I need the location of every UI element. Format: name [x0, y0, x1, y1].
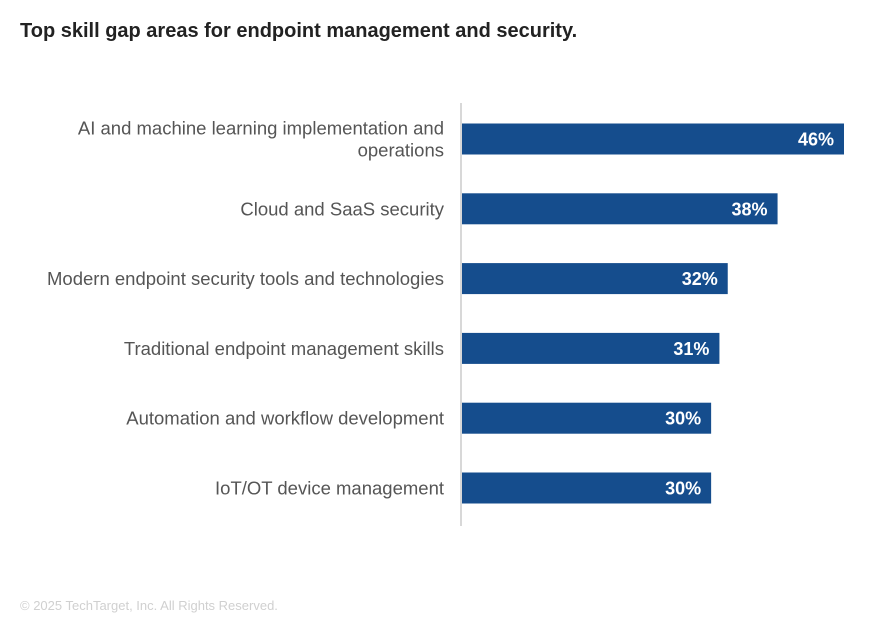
bar-value-label: 31% [673, 339, 709, 359]
bar [462, 472, 712, 504]
bar [462, 263, 728, 295]
copyright-footer: © 2025 TechTarget, Inc. All Rights Reser… [20, 598, 278, 613]
bar [462, 332, 720, 364]
bar [462, 123, 844, 155]
bar-value-label: 38% [732, 199, 768, 219]
bar-value-label: 30% [665, 409, 701, 429]
bar-value-label: 30% [665, 479, 701, 499]
category-label: Automation and workflow development [126, 408, 444, 429]
category-label: AI and machine learning implementation a… [78, 118, 444, 161]
category-label: IoT/OT device management [215, 478, 444, 499]
value-labels-group: 46% 38% 32% 31% 30% 30% [665, 130, 834, 499]
category-label: Cloud and SaaS security [240, 198, 444, 219]
bar [462, 193, 778, 225]
bar [462, 402, 712, 434]
category-label: Modern endpoint security tools and techn… [47, 268, 444, 289]
bar-value-label: 32% [682, 269, 718, 289]
category-labels-group: AI and machine learning implementation a… [47, 118, 445, 499]
bar-value-label: 46% [798, 130, 834, 150]
category-label: Traditional endpoint management skills [124, 338, 444, 359]
bars-group [462, 123, 844, 504]
chart-title: Top skill gap areas for endpoint managem… [20, 20, 578, 42]
